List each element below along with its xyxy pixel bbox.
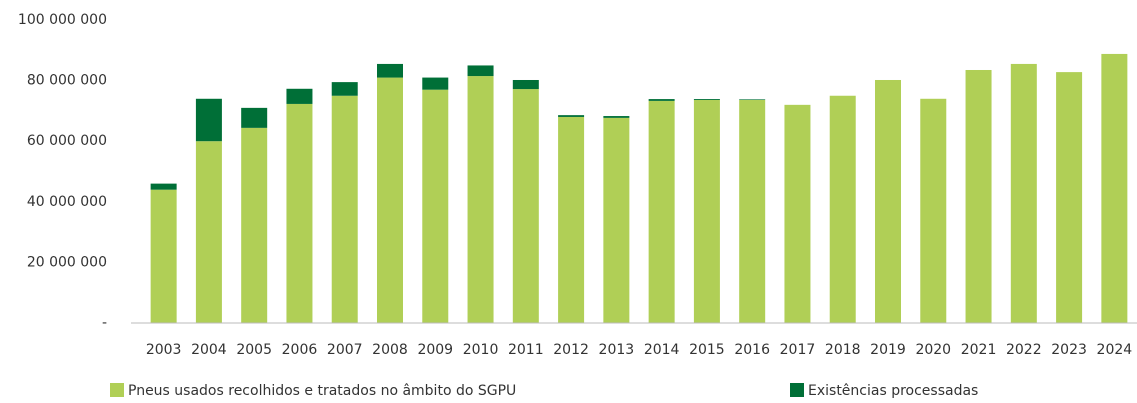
x-tick-label: 2018 (825, 342, 861, 358)
legend-swatch (110, 383, 124, 397)
bar-segment (693, 99, 720, 100)
bar-segment (331, 82, 358, 96)
x-tick-label: 2011 (508, 342, 544, 358)
x-tick-label: 2023 (1051, 342, 1087, 358)
x-tick-label: 2024 (1097, 342, 1133, 358)
x-tick-label: 2005 (236, 342, 272, 358)
x-tick-label: 2014 (644, 342, 680, 358)
x-tick-label: 2015 (689, 342, 725, 358)
bar-segment (286, 88, 313, 104)
bar-segment (512, 79, 539, 90)
bar-segment (603, 117, 630, 323)
bar-segment (331, 95, 358, 323)
bar-segment (286, 103, 313, 323)
x-tick-label: 2007 (327, 342, 363, 358)
bar-segment (512, 89, 539, 323)
bar-segment (467, 65, 494, 77)
x-tick-label: 2009 (417, 342, 453, 358)
bar-segment (150, 189, 177, 323)
x-tick-label: 2022 (1006, 342, 1042, 358)
bar-segment (241, 127, 268, 323)
bar-segment (195, 141, 222, 323)
x-tick-label: 2019 (870, 342, 906, 358)
x-tick-label: 2013 (599, 342, 635, 358)
bar-segment (558, 115, 585, 117)
y-tick-label: 20 000 000 (27, 254, 107, 270)
y-tick-label: 40 000 000 (27, 194, 107, 210)
x-tick-label: 2008 (372, 342, 408, 358)
x-tick-label: 2021 (961, 342, 997, 358)
bar-segment (377, 77, 403, 323)
bar-segment (784, 104, 811, 323)
bar-segment (920, 98, 947, 323)
x-tick-label: 2006 (282, 342, 318, 358)
bar-segment (467, 76, 494, 324)
x-tick-label: 2003 (146, 342, 182, 358)
x-tick-label: 2010 (463, 342, 499, 358)
bar-segment (422, 77, 449, 90)
bar-segment (422, 89, 449, 323)
x-tick-label: 2017 (780, 342, 816, 358)
bar-segment (195, 98, 222, 142)
bar-segment (693, 99, 720, 323)
bar-segment (875, 79, 901, 323)
bar-segment (739, 99, 766, 100)
x-tick-label: 2004 (191, 342, 227, 358)
bar-segment (377, 63, 403, 78)
legend-label: Existências processadas (808, 383, 978, 399)
x-tick-label: 2016 (734, 342, 770, 358)
y-tick-label: 100 000 000 (18, 12, 107, 28)
bar-segment (829, 95, 856, 323)
y-tick-label: 60 000 000 (27, 133, 107, 149)
legend-swatch (790, 383, 804, 397)
bar-segment (1101, 53, 1128, 323)
bar-segment (648, 100, 675, 323)
bar-segment (965, 69, 992, 324)
bar-segment (241, 107, 268, 128)
x-tick-label: 2020 (915, 342, 951, 358)
bar-segment (1056, 72, 1083, 323)
bar-segment (150, 183, 177, 190)
bar-segment (739, 99, 766, 323)
bar-segment (1010, 63, 1037, 324)
bar-segment (558, 116, 585, 324)
y-tick-label: 80 000 000 (27, 73, 107, 89)
legend-label: Pneus usados recolhidos e tratados no âm… (128, 383, 516, 399)
bar-segment (603, 116, 630, 118)
x-tick-label: 2012 (553, 342, 589, 358)
bar-segment (648, 99, 675, 101)
y-tick-label: - (102, 315, 107, 331)
